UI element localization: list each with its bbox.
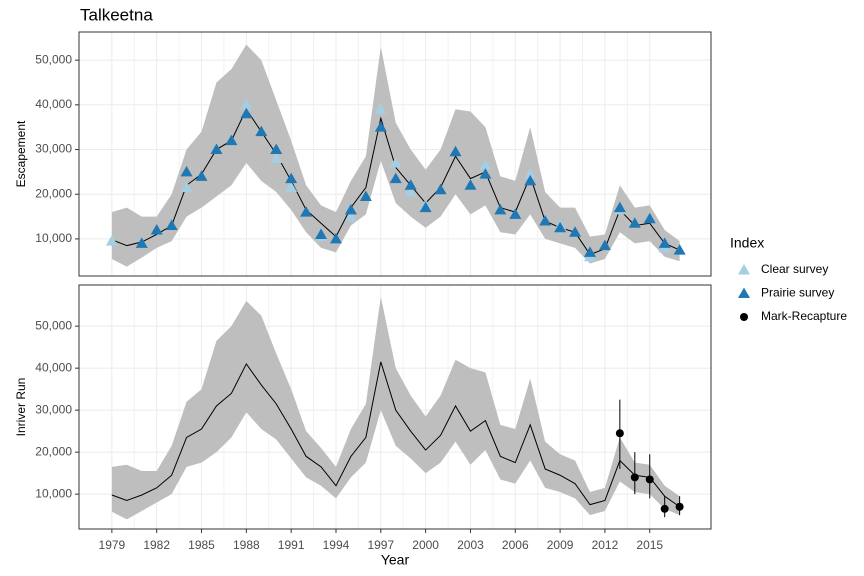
data-point: [613, 201, 626, 213]
data-point: [628, 217, 641, 228]
panel-border: [78, 284, 712, 530]
x-tick-label: 2009: [547, 538, 574, 552]
data-point: [675, 502, 684, 511]
confidence-band: [111, 296, 680, 520]
data-point: [615, 429, 624, 438]
y-tick-label: 30,000: [35, 142, 72, 156]
x-tick-label: 1997: [367, 538, 394, 552]
data-point: [569, 226, 582, 237]
data-point: [449, 145, 462, 157]
data-point: [374, 121, 387, 132]
chart-title: Talkeetna: [80, 5, 153, 24]
x-tick-label: 2000: [412, 538, 439, 552]
legend-label: Clear survey: [761, 262, 828, 276]
y-tick-label: 30,000: [35, 402, 72, 416]
data-point: [539, 215, 552, 226]
data-point: [240, 107, 253, 119]
data-point: [315, 228, 328, 239]
data-point: [419, 201, 432, 213]
x-tick-label: 1988: [233, 538, 260, 552]
y-tick-label: 50,000: [35, 318, 72, 332]
data-point: [210, 143, 223, 155]
y-axis-title: Escapement: [14, 120, 28, 187]
x-tick-label: 2012: [592, 538, 619, 552]
panel-border: [78, 31, 712, 277]
legend-label: Prairie survey: [761, 286, 834, 300]
x-tick-label: 1991: [278, 538, 305, 552]
estimate-line: [111, 361, 680, 508]
data-point: [479, 168, 492, 179]
x-tick-label: 2006: [502, 538, 529, 552]
x-tick-label: 1982: [143, 538, 170, 552]
x-tick-label: 1985: [188, 538, 215, 552]
data-point: [583, 246, 596, 257]
data-point: [270, 143, 283, 155]
legend-title: Index: [730, 235, 764, 251]
data-point: [524, 174, 537, 186]
data-point: [404, 185, 417, 197]
legend-symbol: [738, 287, 750, 298]
data-point: [359, 190, 372, 201]
data-point: [554, 221, 567, 233]
y-axis-title: Inriver Run: [14, 378, 28, 437]
data-point: [645, 475, 654, 484]
data-point: [524, 168, 537, 179]
data-point: [658, 237, 671, 248]
data-point: [464, 179, 477, 190]
data-point: [434, 183, 447, 195]
data-point: [150, 223, 163, 235]
data-point: [285, 172, 298, 184]
data-point: [180, 181, 193, 193]
data-point: [285, 181, 298, 193]
data-point: [479, 159, 492, 170]
y-tick-label: 10,000: [35, 486, 72, 500]
data-point: [225, 134, 238, 146]
y-tick-label: 10,000: [35, 231, 72, 245]
y-tick-label: 40,000: [35, 360, 72, 374]
data-point: [344, 203, 357, 215]
data-point: [494, 203, 507, 215]
data-point: [389, 156, 402, 168]
data-point: [105, 235, 118, 246]
data-point: [630, 473, 639, 482]
data-point: [329, 232, 342, 244]
y-tick-label: 40,000: [35, 97, 72, 111]
legend-symbol: [738, 264, 750, 275]
x-tick-label: 1994: [323, 538, 350, 552]
data-point: [255, 125, 268, 137]
y-tick-label: 20,000: [35, 444, 72, 458]
x-axis-title: Year: [381, 552, 410, 568]
data-point: [165, 219, 178, 231]
data-point: [598, 239, 611, 251]
legend-symbol: [740, 313, 748, 321]
y-tick-label: 20,000: [35, 186, 72, 200]
x-tick-label: 1979: [99, 538, 126, 552]
data-point: [135, 237, 148, 248]
data-point: [643, 212, 656, 224]
data-point: [509, 208, 522, 219]
data-point: [300, 206, 313, 217]
data-point: [673, 244, 686, 255]
x-tick-label: 2015: [636, 538, 663, 552]
data-point: [344, 210, 357, 222]
x-tick-label: 2003: [457, 538, 484, 552]
data-point: [195, 170, 208, 181]
data-point: [404, 179, 417, 190]
data-point: [389, 172, 402, 184]
y-tick-label: 50,000: [35, 52, 72, 66]
confidence-band: [111, 44, 680, 267]
data-point: [660, 504, 669, 513]
data-point: [180, 165, 193, 177]
data-point: [240, 98, 253, 110]
legend-label: Mark-Recapture: [761, 309, 847, 323]
data-point: [270, 152, 283, 163]
data-point: [374, 103, 387, 114]
